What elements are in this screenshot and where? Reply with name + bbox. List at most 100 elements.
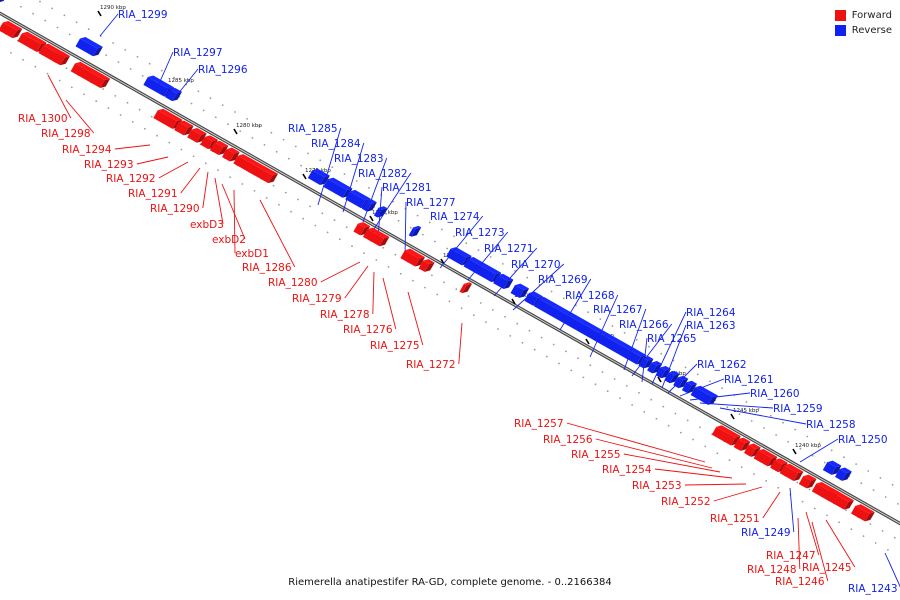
guide-dot xyxy=(570,369,573,372)
gene-leader-line xyxy=(719,407,807,425)
guide-dot xyxy=(794,428,797,431)
guide-dot xyxy=(302,217,305,220)
guide-dot xyxy=(489,256,492,258)
gene-label: exbD2 xyxy=(212,234,246,246)
forward-gene-block xyxy=(733,437,751,451)
guide-dot xyxy=(412,279,414,282)
gene-leader-line xyxy=(661,324,687,389)
gene-leader-line xyxy=(377,186,383,239)
guide-dot xyxy=(83,93,85,96)
guide-dot xyxy=(867,470,870,472)
guide-dot xyxy=(399,272,402,275)
gene-leader-line xyxy=(623,453,721,473)
guide-dot xyxy=(290,210,292,213)
guide-dot xyxy=(465,242,468,245)
guide-dot xyxy=(168,141,171,144)
genome-caption: Riemerella anatipestifer RA-GD, complete… xyxy=(288,577,612,588)
gene-label: RIA_1253 xyxy=(632,480,682,492)
gene-label: RIA_1294 xyxy=(62,144,112,156)
guide-dot xyxy=(467,295,470,297)
gene-leader-line xyxy=(559,278,592,331)
guide-dot xyxy=(22,58,24,61)
guide-dot xyxy=(826,514,828,517)
kbp-label: 1240 kbp xyxy=(795,443,821,449)
guide-dot xyxy=(611,325,614,327)
forward-gene-block xyxy=(362,227,390,247)
backbone-highlight xyxy=(0,12,900,525)
guide-dot xyxy=(192,155,195,158)
guide-dot xyxy=(533,348,536,351)
gene-leader-line xyxy=(202,171,209,209)
forward-gene-block xyxy=(459,282,473,294)
guide-dot xyxy=(141,75,144,77)
guide-dot xyxy=(75,21,78,24)
guide-dot xyxy=(131,121,134,123)
gene-leader-line xyxy=(382,277,397,330)
gene-label: RIA_1262 xyxy=(697,359,747,371)
gene-label: RIA_1284 xyxy=(311,138,361,150)
kbp-tick xyxy=(97,10,102,17)
guide-dot xyxy=(782,421,784,424)
guide-dot xyxy=(769,414,772,417)
reverse-gene-block xyxy=(681,380,698,394)
guide-dot xyxy=(10,52,12,54)
forward-gene-block xyxy=(174,120,194,136)
forward-gene-block xyxy=(753,448,778,467)
gene-leader-line xyxy=(631,323,673,377)
gene-leader-line xyxy=(214,177,224,225)
guide-dot xyxy=(234,111,236,113)
gene-leader-line xyxy=(825,519,856,568)
guide-dot xyxy=(441,228,443,231)
guide-dot xyxy=(204,162,207,165)
gene-label: RIA_1265 xyxy=(647,333,697,345)
gene-label: RIA_1281 xyxy=(382,182,432,194)
reverse-swatch xyxy=(834,25,846,36)
guide-dot xyxy=(716,452,719,455)
guide-dot xyxy=(830,449,833,452)
guide-dot xyxy=(745,401,748,403)
guide-dot xyxy=(660,352,663,355)
guide-dot xyxy=(263,144,266,146)
reverse-gene-block xyxy=(510,283,530,298)
guide-dot xyxy=(728,459,731,462)
reverse-gene-block xyxy=(664,370,680,384)
guide-dot xyxy=(105,54,108,56)
gene-leader-line xyxy=(595,438,713,469)
guide-dot xyxy=(538,283,541,286)
gene-label: RIA_1249 xyxy=(741,527,791,539)
gene-leader-line xyxy=(439,215,484,269)
guide-dot xyxy=(686,419,689,422)
gene-leader-line xyxy=(762,491,781,519)
gene-label: RIA_1280 xyxy=(268,277,318,289)
guide-dot xyxy=(65,67,68,70)
guide-dot xyxy=(87,28,90,31)
guide-dot xyxy=(355,180,358,182)
guide-dot xyxy=(860,482,863,485)
reverse-gene-block xyxy=(165,87,182,102)
guide-dot xyxy=(409,226,412,229)
guide-dot xyxy=(684,366,687,369)
gene-label: RIA_1260 xyxy=(750,388,800,400)
guide-dot xyxy=(516,322,519,325)
guide-dot xyxy=(114,95,117,97)
guide-dot xyxy=(416,214,419,217)
guide-dot xyxy=(504,315,506,318)
guide-dot xyxy=(239,130,242,133)
gene-label: RIA_1283 xyxy=(334,153,384,165)
reverse-gene-block xyxy=(647,361,663,374)
reverse-gene-block xyxy=(323,177,353,198)
guide-dot xyxy=(229,176,232,179)
gene-leader-line xyxy=(805,511,820,556)
guide-dot xyxy=(696,373,699,376)
kbp-label: 1270 kbp xyxy=(372,210,398,216)
guide-dot xyxy=(808,488,811,491)
gene-label: RIA_1256 xyxy=(543,434,593,446)
guide-dot xyxy=(309,205,311,208)
gene-leader-line xyxy=(157,51,174,87)
forward-gene-block xyxy=(711,425,741,446)
gene-label: RIA_1264 xyxy=(686,307,736,319)
guide-dot xyxy=(477,249,480,252)
forward-gene-block xyxy=(798,474,817,489)
guide-dot xyxy=(284,191,287,194)
